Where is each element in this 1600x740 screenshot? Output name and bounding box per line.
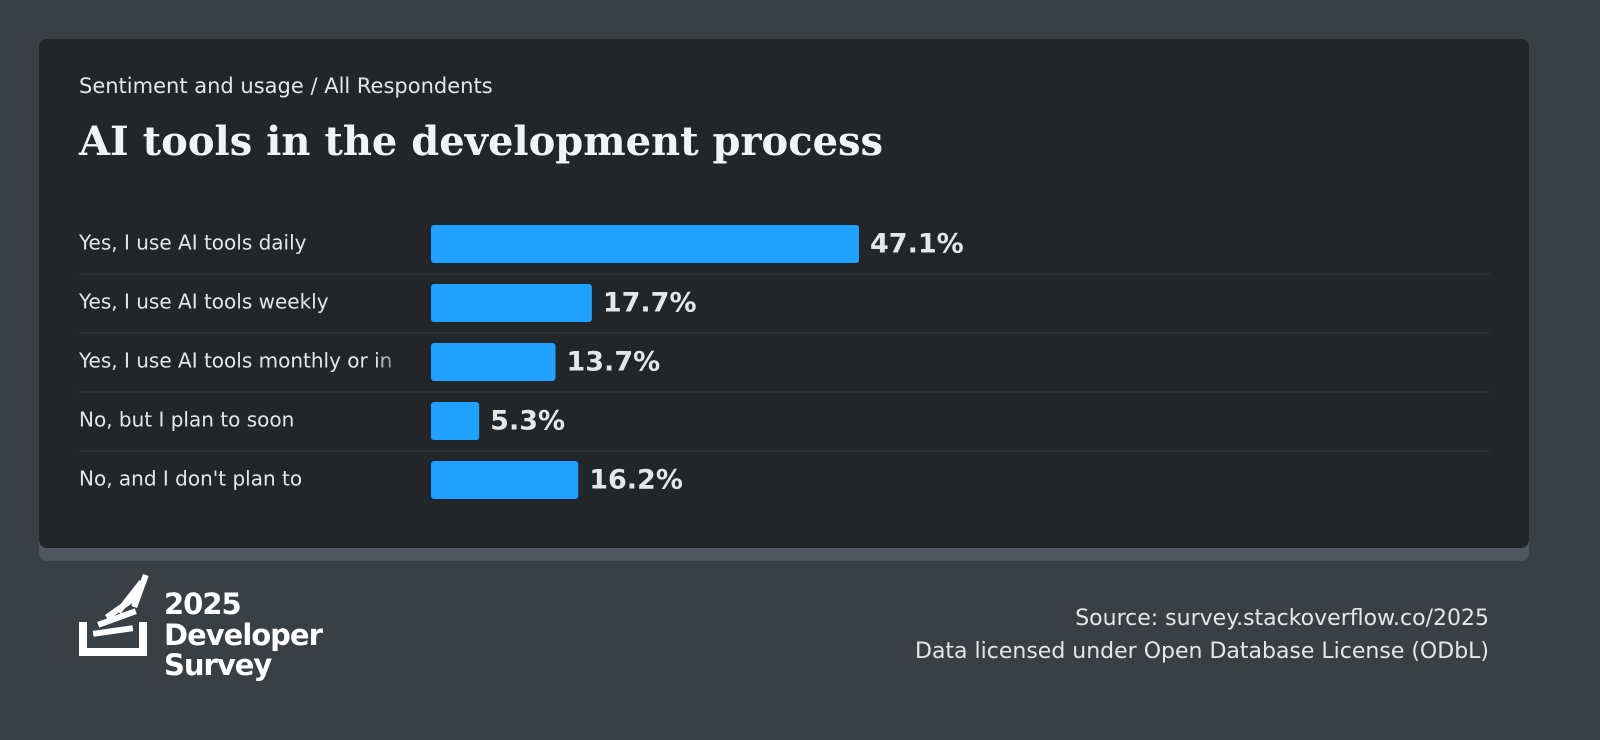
bar <box>431 284 592 322</box>
bar <box>431 402 480 440</box>
bar <box>431 343 556 381</box>
bar <box>431 225 859 263</box>
value-label: 17.7% <box>603 288 697 319</box>
category-label: Yes, I use AI tools daily <box>78 231 307 255</box>
bar <box>431 461 579 499</box>
logo-text: Developer <box>164 618 324 652</box>
category-label: No, and I don't plan to <box>79 467 302 491</box>
source: Source: survey.stackoverflow.co/2025 <box>1075 606 1489 631</box>
license: Data licensed under Open Database Licens… <box>915 639 1489 664</box>
logo-text: Survey <box>164 648 272 682</box>
category-label: No, but I plan to soon <box>79 408 294 432</box>
card <box>39 39 1529 548</box>
chart-title: AI tools in the development process <box>78 118 883 165</box>
logo-text: 2025 <box>164 587 241 621</box>
value-label: 5.3% <box>490 406 565 437</box>
chart-subtitle: Sentiment and usage / All Respondents <box>79 74 493 98</box>
value-label: 47.1% <box>870 229 964 260</box>
category-label: Yes, I use AI tools weekly <box>78 290 329 314</box>
value-label: 16.2% <box>589 465 683 496</box>
value-label: 13.7% <box>566 347 660 378</box>
rows: Yes, I use AI tools daily 47.1% Yes, I use… <box>78 225 1490 499</box>
logo-icon <box>79 573 149 656</box>
category-label: Yes, I use AI tools monthly or in <box>78 349 392 373</box>
